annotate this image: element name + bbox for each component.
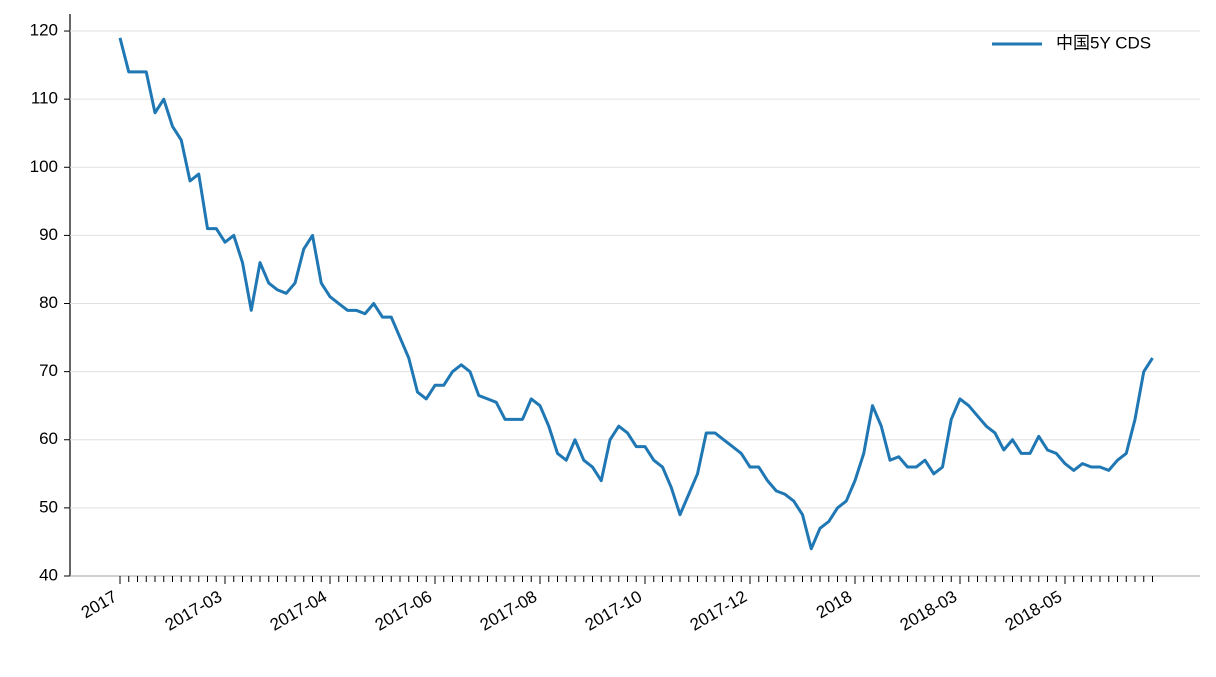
y-tick-label: 80 (39, 293, 58, 312)
y-tick-label: 110 (31, 89, 58, 108)
x-tick-label: 2017-04 (267, 587, 331, 635)
y-tick-label: 50 (39, 497, 58, 516)
legend-label: 中国5Y CDS (1056, 33, 1151, 52)
y-tick-label: 90 (39, 225, 58, 244)
y-tick-label: 40 (39, 565, 58, 584)
x-tick-label: 2017-08 (477, 587, 541, 635)
x-tick-label: 2017 (78, 587, 120, 622)
x-tick-label: 2017-10 (582, 587, 646, 635)
y-tick-label: 60 (39, 429, 58, 448)
y-tick-label: 70 (39, 361, 58, 380)
x-tick-label: 2018 (813, 587, 855, 622)
x-tick-label: 2018-05 (1002, 587, 1066, 635)
data-line (118, 37, 1154, 551)
y-tick-label: 120 (30, 21, 58, 40)
x-tick-label: 2018-03 (897, 587, 961, 635)
x-tick-label: 2017-06 (372, 587, 436, 635)
x-tick-label: 2017-03 (162, 587, 226, 635)
y-tick-label: 100 (30, 157, 58, 176)
x-tick-label: 2017-12 (687, 587, 751, 635)
